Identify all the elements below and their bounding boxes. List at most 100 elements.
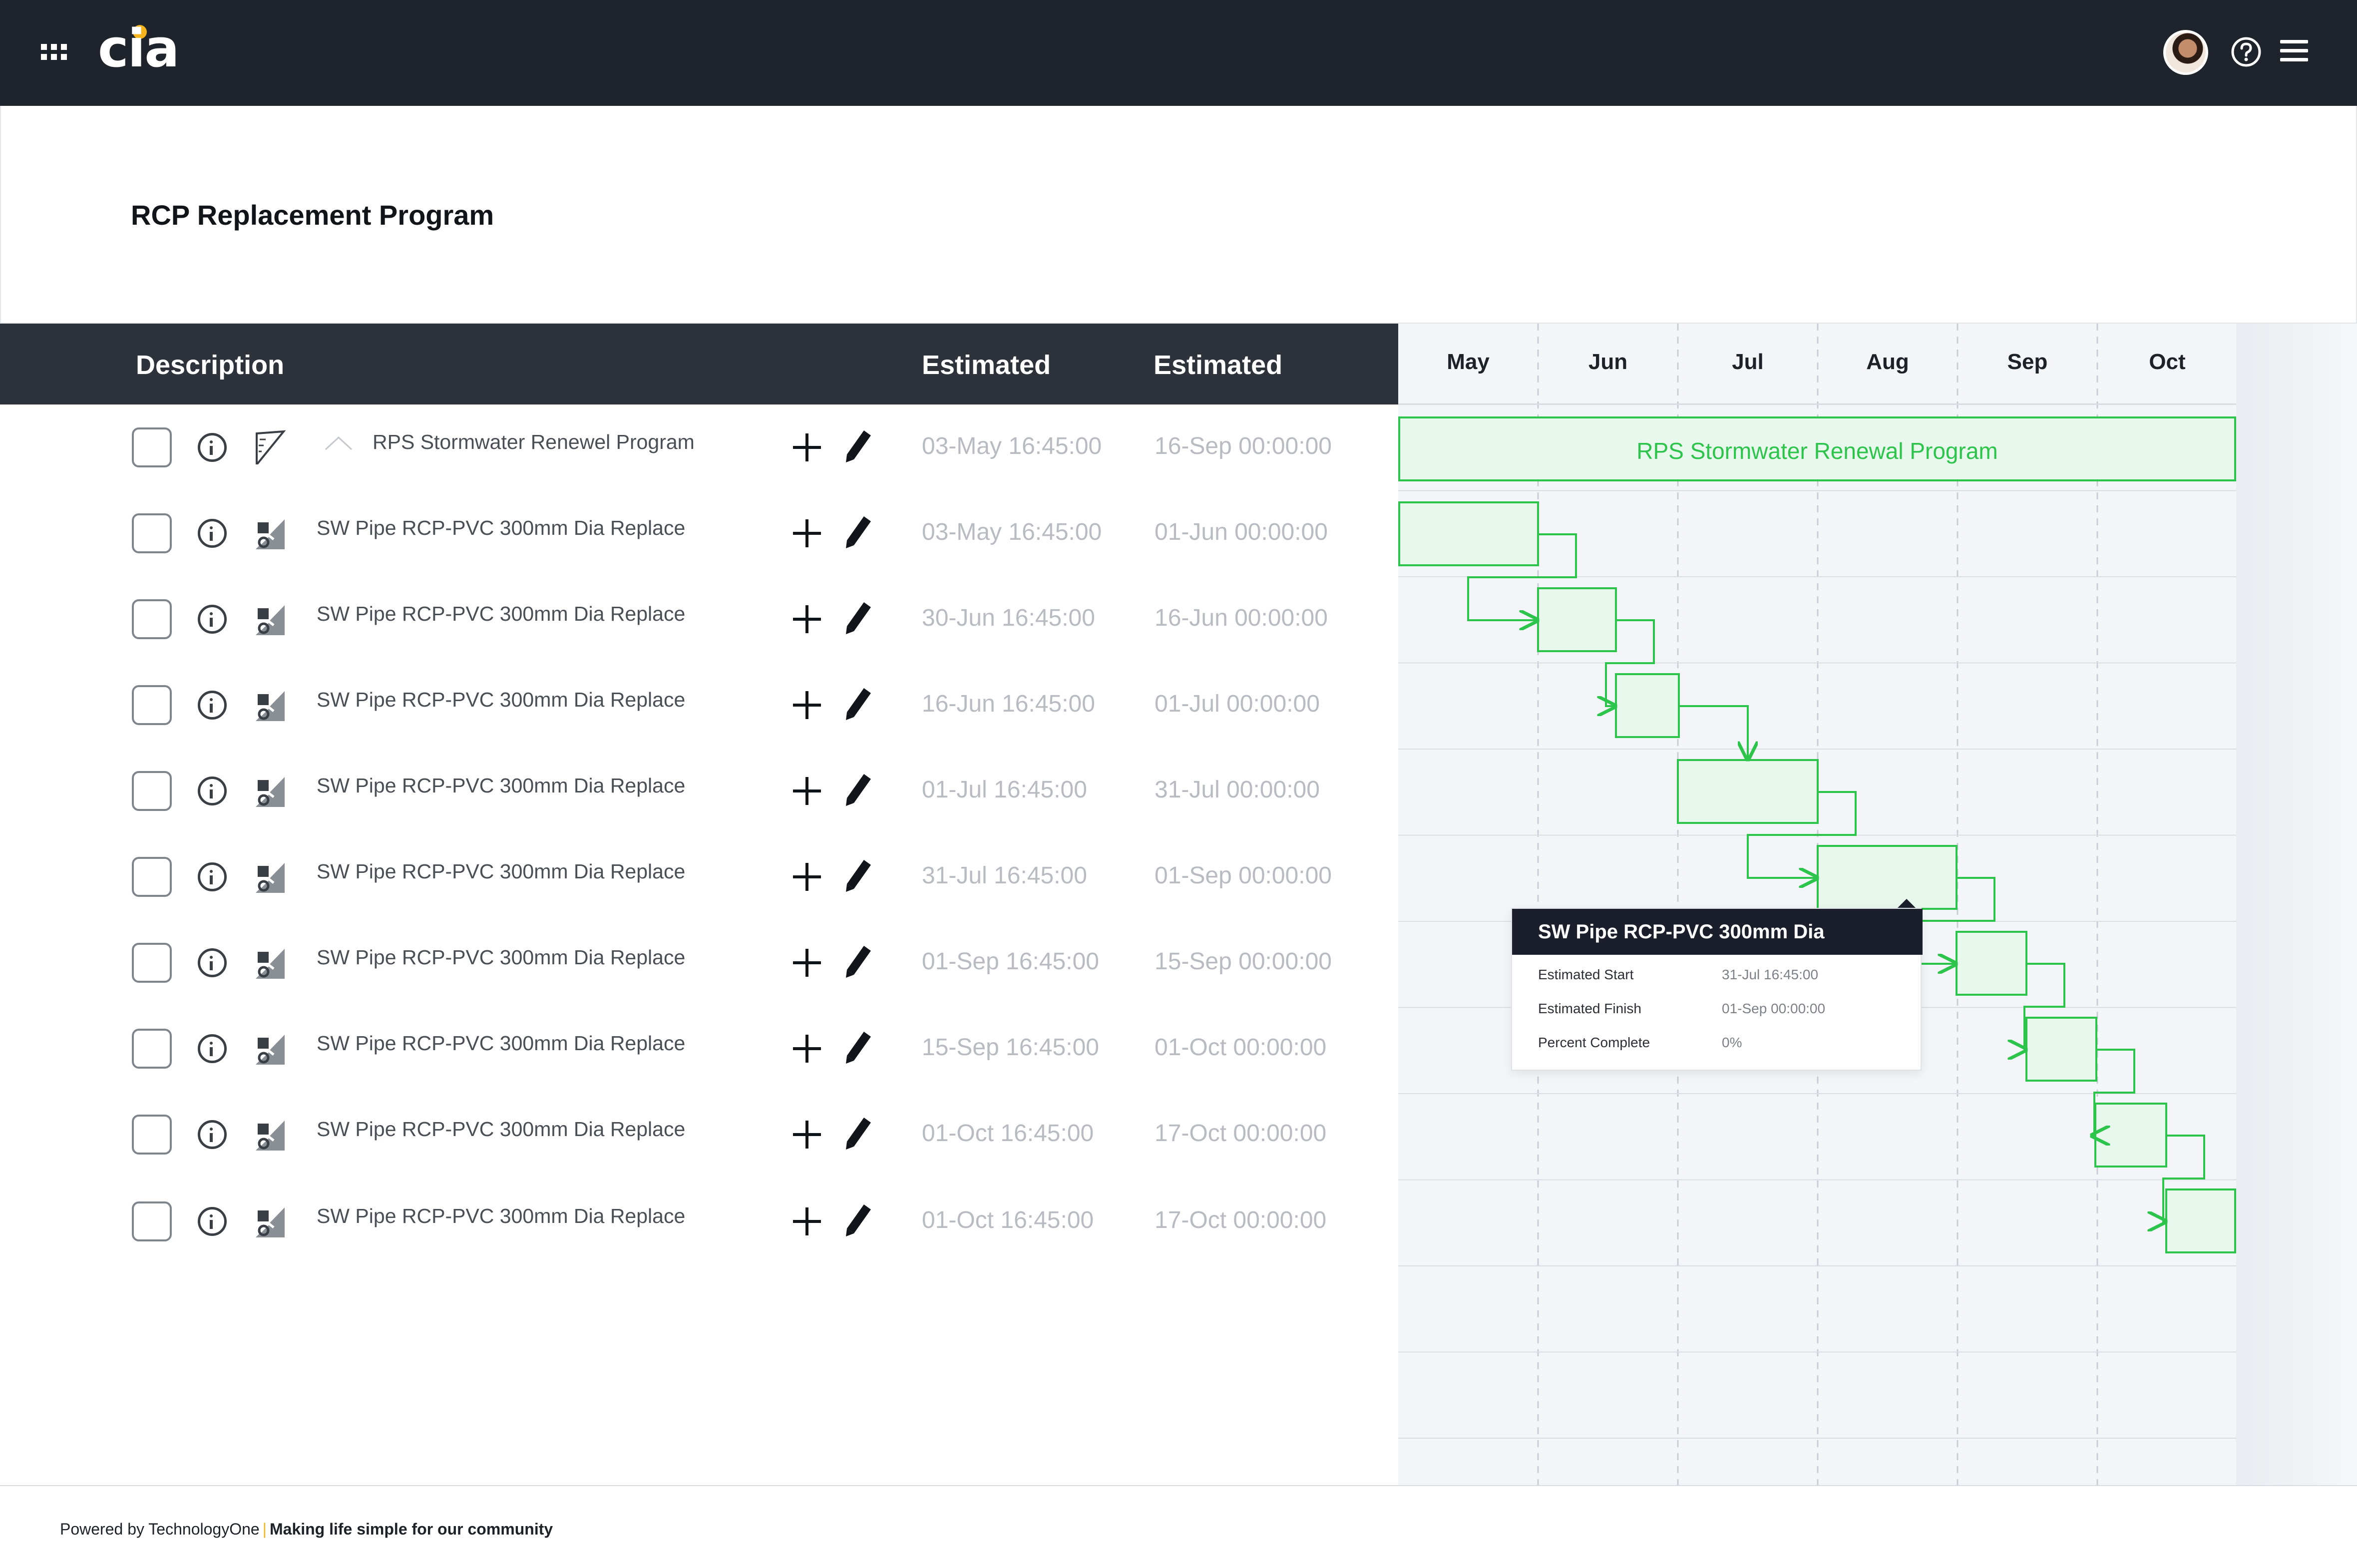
task-bar — [1817, 845, 1958, 910]
estimated-finish-value: 15-Sep 00:00:00 — [1155, 948, 1332, 975]
help-icon[interactable] — [2230, 36, 2262, 68]
edit-pencil-icon[interactable] — [844, 428, 873, 463]
add-subtask-button[interactable] — [793, 777, 821, 805]
edit-pencil-icon[interactable] — [844, 1030, 873, 1065]
month-label: Aug — [1866, 350, 1909, 374]
task-description[interactable]: SW Pipe RCP-PVC 300mm Dia Replace — [317, 516, 686, 539]
tooltip-value: 01-Sep 00:00:00 — [1722, 1001, 1826, 1016]
add-subtask-button[interactable] — [793, 433, 821, 461]
task-bar — [1537, 587, 1617, 652]
row-checkbox[interactable] — [132, 1115, 172, 1155]
apps-grid-icon[interactable] — [41, 44, 67, 61]
edit-pencil-icon[interactable] — [844, 1202, 873, 1237]
estimated-start-value: 03-May 16:45:00 — [922, 433, 1102, 459]
row-checkbox[interactable] — [132, 427, 172, 467]
task-description[interactable]: SW Pipe RCP-PVC 300mm Dia Replace — [317, 774, 686, 797]
gantt-chart: May Jun Jul Aug Sep Oct RPS Stormwater R… — [1398, 324, 2357, 1485]
task-description[interactable]: SW Pipe RCP-PVC 300mm Dia Replace — [317, 946, 686, 969]
row-checkbox[interactable] — [132, 943, 172, 983]
dependency-arrow — [1467, 533, 1577, 620]
avatar[interactable] — [2163, 30, 2208, 75]
add-subtask-button[interactable] — [793, 519, 821, 547]
add-subtask-button[interactable] — [793, 1121, 821, 1149]
table-row[interactable]: SW Pipe RCP-PVC 300mm Dia Replace 01-Oct … — [0, 1092, 1398, 1177]
edit-pencil-icon[interactable] — [844, 600, 873, 635]
pipe-task-icon — [256, 605, 285, 635]
task-description[interactable]: SW Pipe RCP-PVC 300mm Dia Replace — [317, 1032, 686, 1055]
task-description[interactable]: RPS Stormwater Renewel Program — [373, 430, 695, 453]
collapse-chevron-icon[interactable] — [324, 433, 354, 451]
add-subtask-button[interactable] — [793, 605, 821, 633]
info-icon[interactable] — [198, 1120, 227, 1149]
edit-pencil-icon[interactable] — [844, 1116, 873, 1151]
info-icon[interactable] — [198, 605, 227, 634]
month-label: Jul — [1732, 350, 1764, 374]
powered-by[interactable]: Powered by TechnologyOne — [60, 1520, 260, 1538]
add-subtask-button[interactable] — [793, 863, 821, 891]
footer-separator: | — [262, 1520, 267, 1538]
footer: Powered by TechnologyOne | Making life sim… — [0, 1485, 2357, 1568]
add-subtask-button[interactable] — [793, 1207, 821, 1235]
task-description[interactable]: SW Pipe RCP-PVC 300mm Dia Replace — [317, 1204, 686, 1227]
column-header-estimated-finish[interactable]: Estimated — [1154, 350, 1283, 380]
row-checkbox[interactable] — [132, 771, 172, 811]
task-description[interactable]: SW Pipe RCP-PVC 300mm Dia Replace — [317, 688, 686, 711]
row-checkbox[interactable] — [132, 1201, 172, 1241]
add-subtask-button[interactable] — [793, 691, 821, 719]
row-checkbox[interactable] — [132, 857, 172, 897]
table-row[interactable]: SW Pipe RCP-PVC 300mm Dia Replace 30-Jun … — [0, 576, 1398, 662]
task-bar — [2094, 1103, 2167, 1168]
task-description[interactable]: SW Pipe RCP-PVC 300mm Dia Replace — [317, 602, 686, 625]
edit-pencil-icon[interactable] — [844, 944, 873, 979]
estimated-start-value: 31-Jul 16:45:00 — [922, 862, 1087, 889]
estimated-finish-value: 17-Oct 00:00:00 — [1155, 1207, 1327, 1233]
info-icon[interactable] — [198, 1034, 227, 1063]
edit-pencil-icon[interactable] — [844, 858, 873, 893]
hamburger-menu-icon[interactable] — [2280, 40, 2308, 62]
column-header-description[interactable]: Description — [136, 350, 285, 380]
table-row[interactable]: SW Pipe RCP-PVC 300mm Dia Replace 31-Jul … — [0, 834, 1398, 920]
task-bar — [1956, 931, 2027, 996]
month-label: May — [1447, 350, 1490, 374]
estimated-finish-value: 01-Oct 00:00:00 — [1155, 1034, 1327, 1061]
estimated-finish-value: 01-Jun 00:00:00 — [1155, 519, 1328, 545]
title-area: RCP Replacement Program — [0, 106, 2357, 324]
info-icon[interactable] — [198, 691, 227, 720]
column-header-estimated-start[interactable]: Estimated — [922, 350, 1051, 380]
table-row[interactable]: RPS Stormwater Renewel Program 03-May 16:… — [0, 404, 1398, 490]
info-icon[interactable] — [198, 433, 227, 462]
table-row[interactable]: SW Pipe RCP-PVC 300mm Dia Replace 01-Oct … — [0, 1178, 1398, 1264]
table-row[interactable]: SW Pipe RCP-PVC 300mm Dia Replace 01-Jul … — [0, 748, 1398, 834]
table-row[interactable]: SW Pipe RCP-PVC 300mm Dia Replace 15-Sep … — [0, 1006, 1398, 1092]
info-icon[interactable] — [198, 948, 227, 977]
info-icon[interactable] — [198, 862, 227, 891]
info-icon[interactable] — [198, 519, 227, 548]
estimated-start-value: 15-Sep 16:45:00 — [922, 1034, 1099, 1061]
row-checkbox[interactable] — [132, 599, 172, 639]
info-icon[interactable] — [198, 777, 227, 805]
pipe-task-icon — [256, 691, 285, 721]
task-description[interactable]: SW Pipe RCP-PVC 300mm Dia Replace — [317, 1118, 686, 1141]
pipe-task-icon — [256, 863, 285, 893]
footer-text: Powered by TechnologyOne | Making life sim… — [60, 1520, 553, 1539]
row-checkbox[interactable] — [132, 513, 172, 553]
gantt-edge — [2236, 324, 2357, 1485]
estimated-finish-value: 16-Sep 00:00:00 — [1155, 433, 1332, 459]
row-checkbox[interactable] — [132, 685, 172, 725]
task-bar — [2165, 1188, 2236, 1253]
pipe-task-icon — [256, 1207, 285, 1237]
estimated-start-value: 01-Jul 16:45:00 — [922, 777, 1087, 803]
edit-pencil-icon[interactable] — [844, 686, 873, 721]
table-row[interactable]: SW Pipe RCP-PVC 300mm Dia Replace 03-May … — [0, 490, 1398, 576]
table-row[interactable]: SW Pipe RCP-PVC 300mm Dia Replace 01-Sep … — [0, 920, 1398, 1006]
edit-pencil-icon[interactable] — [844, 772, 873, 807]
tooltip-label: Percent Complete — [1538, 1035, 1650, 1050]
edit-pencil-icon[interactable] — [844, 514, 873, 549]
row-checkbox[interactable] — [132, 1029, 172, 1069]
task-description[interactable]: SW Pipe RCP-PVC 300mm Dia Replace — [317, 860, 686, 883]
info-icon[interactable] — [198, 1207, 227, 1236]
add-subtask-button[interactable] — [793, 949, 821, 977]
table-row[interactable]: SW Pipe RCP-PVC 300mm Dia Replace 16-Jun … — [0, 662, 1398, 748]
logo[interactable]: cia — [98, 21, 179, 76]
add-subtask-button[interactable] — [793, 1035, 821, 1063]
